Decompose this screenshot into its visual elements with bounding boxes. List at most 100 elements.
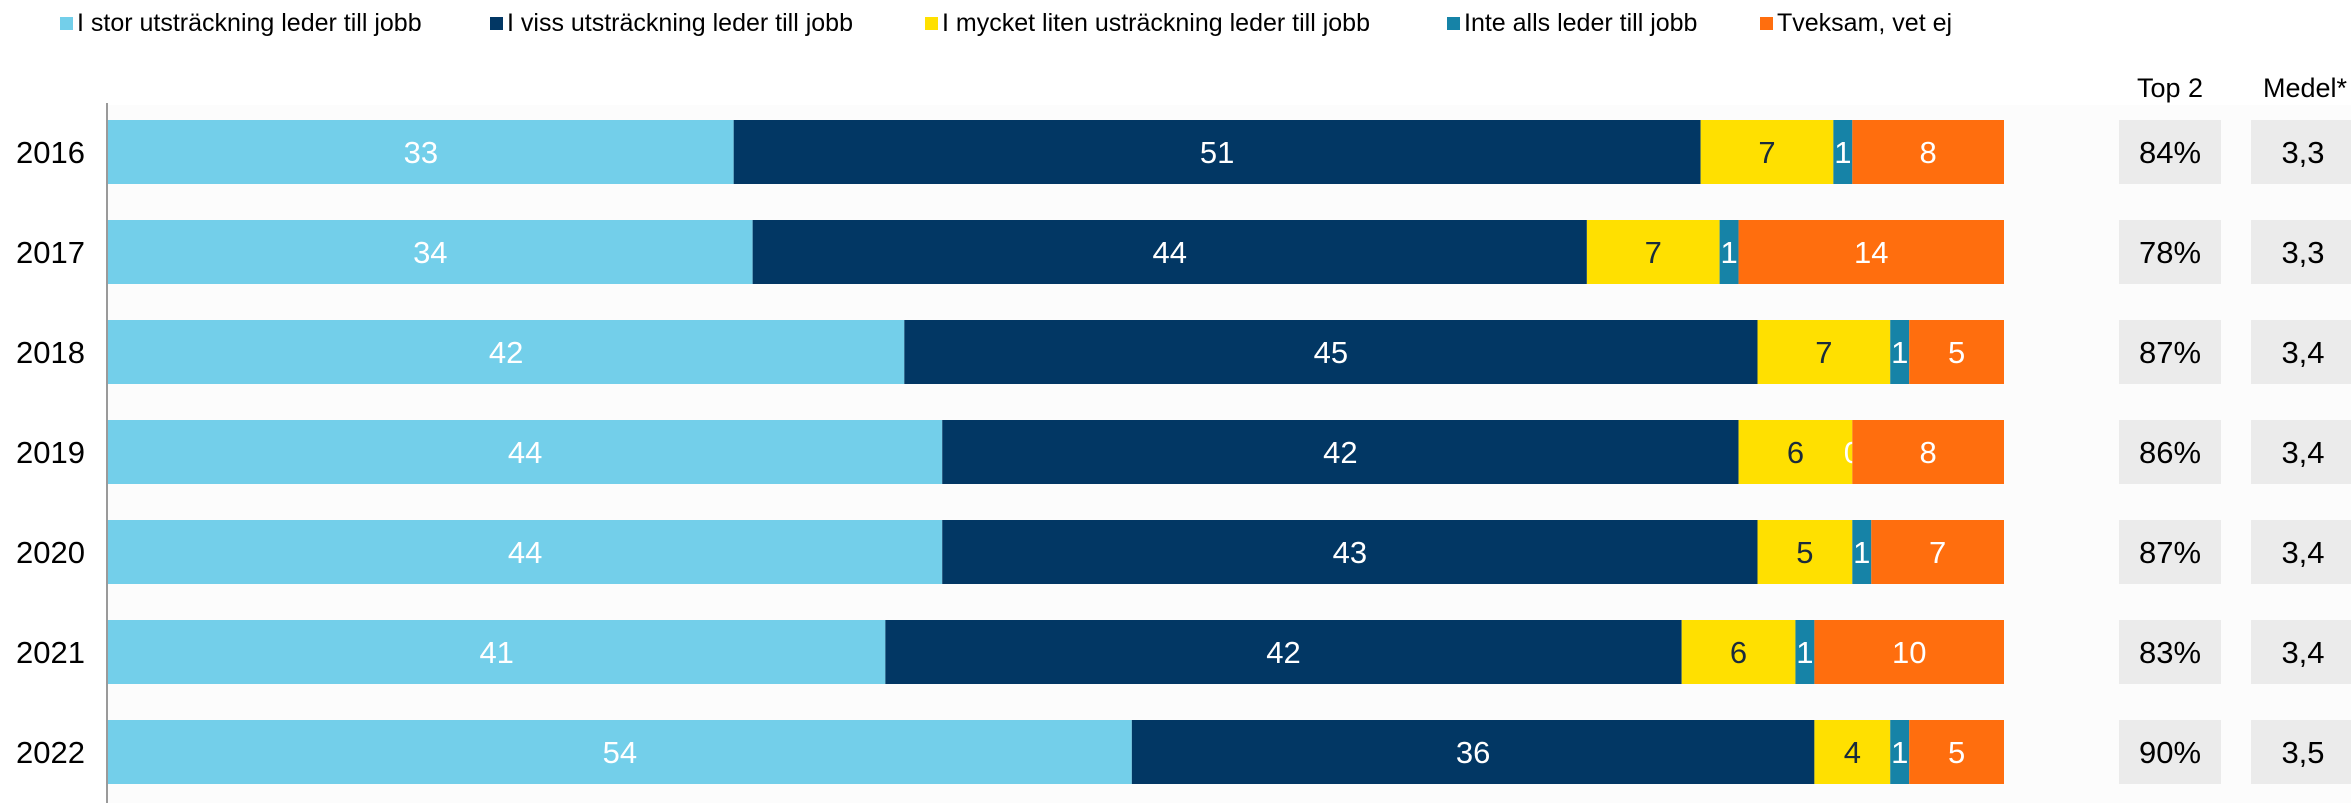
legend-swatch-2 [490,17,503,30]
mean-value-2017: 3,3 [2281,235,2324,270]
bar-2020-inte-alls-leder-till-jobb [1852,520,1872,584]
mean-value-2022: 3,5 [2281,735,2324,770]
top2-value-2020: 87% [2139,535,2201,570]
bar-2017-i-viss-utstrackning-leder-till-jobb [752,220,1587,284]
bar-2021-i-mycket-liten-ustrackning-leder-till-jobb [1681,620,1796,684]
bar-2022-i-mycket-liten-ustrackning-leder-till-jobb [1814,720,1891,784]
data-label-2017-i-mycket-liten-ustrackning-leder-till-jobb: 7 [1645,235,1662,270]
bar-2020-tveksam-vet-ej [1871,520,2004,584]
bar-2016-i-stor-utstrackning-leder-till-jobb [108,120,734,184]
data-label-2018-i-stor-utstrackning-leder-till-jobb: 42 [489,335,523,370]
data-label-2022-i-viss-utstrackning-leder-till-jobb: 36 [1456,735,1490,770]
data-label-2021-i-mycket-liten-ustrackning-leder-till-jobb: 6 [1730,635,1747,670]
data-label-2019-i-mycket-liten-ustrackning-leder-till-jobb: 6 [1787,435,1804,470]
legend-label-5: Tveksam, vet ej [1777,9,1952,37]
bar-2022-tveksam-vet-ej [1909,720,2004,784]
data-label-2017-tveksam-vet-ej: 14 [1854,235,1888,270]
bar-2016-inte-alls-leder-till-jobb [1833,120,1853,184]
top2-value-2018: 87% [2139,335,2201,370]
top2-box-2018 [2119,320,2221,384]
data-label-2017-inte-alls-leder-till-jobb: 1 [1720,235,1737,270]
bar-2018-i-stor-utstrackning-leder-till-jobb [108,320,905,384]
bars-group: 3351718344471144245715444260844435174142… [108,120,2004,784]
legend-swatch-3 [925,17,938,30]
top2-value-2021: 83% [2139,635,2201,670]
bar-2017-tveksam-vet-ej [1738,220,2004,284]
mean-box-2020 [2251,520,2351,584]
category-label-2016: 2016 [16,135,85,170]
top2-value-2022: 90% [2139,735,2201,770]
bar-2016-tveksam-vet-ej [1852,120,2004,184]
bar-2017-i-stor-utstrackning-leder-till-jobb [108,220,753,284]
top2-value-2016: 84% [2139,135,2201,170]
data-label-2016-i-stor-utstrackning-leder-till-jobb: 33 [404,135,438,170]
data-label-2022-i-stor-utstrackning-leder-till-jobb: 54 [603,735,637,770]
data-label-2022-i-mycket-liten-ustrackning-leder-till-jobb: 4 [1844,735,1861,770]
data-label-2019-i-stor-utstrackning-leder-till-jobb: 44 [508,435,542,470]
bar-2021-inte-alls-leder-till-jobb [1795,620,1815,684]
category-label-2022: 2022 [16,735,85,770]
legend-label-3: I mycket liten usträckning leder till jo… [942,9,1370,37]
data-label-2016-inte-alls-leder-till-jobb: 1 [1834,135,1851,170]
legend-swatch-1 [60,17,73,30]
mean-value-2016: 3,3 [2281,135,2324,170]
mean-box-2016 [2251,120,2351,184]
mean-value-2019: 3,4 [2281,435,2324,470]
data-label-2019-tveksam-vet-ej: 8 [1920,435,1937,470]
top2-value-2017: 78% [2139,235,2201,270]
data-label-2020-tveksam-vet-ej: 7 [1929,535,1946,570]
bar-2019-i-stor-utstrackning-leder-till-jobb [108,420,943,484]
mean-header: Medel* [2263,73,2348,103]
mean-box-2017 [2251,220,2351,284]
bar-2021-tveksam-vet-ej [1814,620,2004,684]
data-label-2021-inte-alls-leder-till-jobb: 1 [1796,635,1813,670]
data-label-2022-tveksam-vet-ej: 5 [1948,735,1965,770]
data-label-2017-i-viss-utstrackning-leder-till-jobb: 44 [1153,235,1187,270]
data-label-2020-i-viss-utstrackning-leder-till-jobb: 43 [1333,535,1367,570]
bar-2022-inte-alls-leder-till-jobb [1890,720,1910,784]
bar-2017-i-mycket-liten-ustrackning-leder-till-jobb [1586,220,1720,284]
data-label-2016-tveksam-vet-ej: 8 [1920,135,1937,170]
top2-box-2022 [2119,720,2221,784]
bar-2018-tveksam-vet-ej [1909,320,2004,384]
top2-box-2021 [2119,620,2221,684]
data-label-2018-tveksam-vet-ej: 5 [1948,335,1965,370]
bar-2020-i-stor-utstrackning-leder-till-jobb [108,520,943,584]
mean-box-2019 [2251,420,2351,484]
top2-box-2020 [2119,520,2221,584]
data-label-2020-i-stor-utstrackning-leder-till-jobb: 44 [508,535,542,570]
mean-box-2021 [2251,620,2351,684]
mean-value-2021: 3,4 [2281,635,2324,670]
data-label-2018-i-viss-utstrackning-leder-till-jobb: 45 [1314,335,1348,370]
data-label-2016-i-mycket-liten-ustrackning-leder-till-jobb: 7 [1758,135,1775,170]
category-label-2018: 2018 [16,335,85,370]
mean-box-2018 [2251,320,2351,384]
category-label-2019: 2019 [16,435,85,470]
legend: I stor utsträckning leder till jobb I vis… [60,9,1952,37]
mean-value-2020: 3,4 [2281,535,2324,570]
bar-2021-i-viss-utstrackning-leder-till-jobb [885,620,1682,684]
bar-2019-i-viss-utstrackning-leder-till-jobb [942,420,1739,484]
bar-2021-i-stor-utstrackning-leder-till-jobb [108,620,886,684]
bar-2018-i-mycket-liten-ustrackning-leder-till-jobb [1757,320,1891,384]
data-label-2020-i-mycket-liten-ustrackning-leder-till-jobb: 5 [1796,535,1813,570]
data-label-2021-tveksam-vet-ej: 10 [1892,635,1926,670]
bar-2020-i-viss-utstrackning-leder-till-jobb [942,520,1758,584]
mean-value-2018: 3,4 [2281,335,2324,370]
mean-box-2022 [2251,720,2351,784]
top2-value-2019: 86% [2139,435,2201,470]
legend-label-1: I stor utsträckning leder till jobb [77,9,422,37]
bar-2022-i-stor-utstrackning-leder-till-jobb [108,720,1132,784]
bar-2019-i-mycket-liten-ustrackning-leder-till-jobb [1738,420,1853,484]
category-label-2020: 2020 [16,535,85,570]
data-label-2018-inte-alls-leder-till-jobb: 1 [1891,335,1908,370]
bar-2017-inte-alls-leder-till-jobb [1719,220,1739,284]
bar-2018-i-viss-utstrackning-leder-till-jobb [904,320,1758,384]
legend-swatch-5 [1760,17,1773,30]
bar-2020-i-mycket-liten-ustrackning-leder-till-jobb [1757,520,1853,584]
bar-2018-inte-alls-leder-till-jobb [1890,320,1910,384]
top2-box-2019 [2119,420,2221,484]
bar-2016-i-mycket-liten-ustrackning-leder-till-jobb [1700,120,1834,184]
data-label-2018-i-mycket-liten-ustrackning-leder-till-jobb: 7 [1815,335,1832,370]
